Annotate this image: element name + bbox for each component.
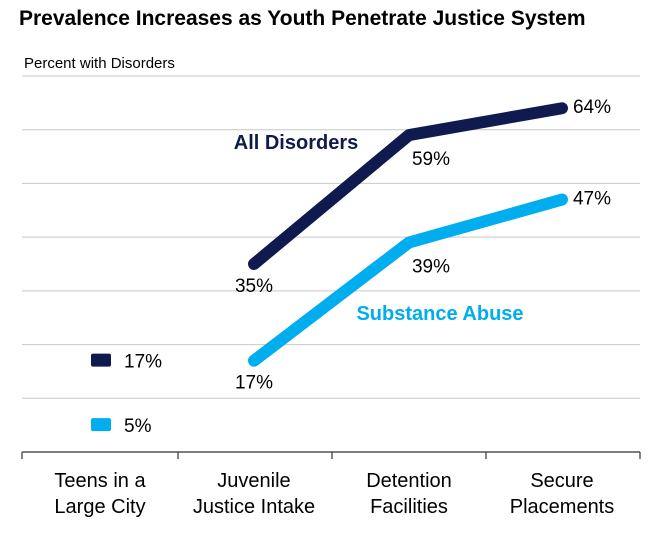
data-label: 39% <box>412 257 450 278</box>
series-name-label: All Disorders <box>234 132 358 154</box>
category-label: Juvenile Justice Intake <box>193 470 315 518</box>
x-axis <box>21 451 641 459</box>
gridlines <box>22 75 640 399</box>
series-line <box>248 193 568 367</box>
data-label: 47% <box>573 189 611 210</box>
category-labels: Teens in a Large City Juvenile Justice Inta… <box>54 470 614 518</box>
data-label: 35% <box>235 276 273 297</box>
series-line <box>248 102 568 270</box>
value-marker <box>91 353 111 367</box>
category-label: Detention Facilities <box>366 470 452 518</box>
series-0: 17% 35% 59% 64% All Disorders <box>91 97 611 373</box>
data-label: 17% <box>235 373 273 394</box>
series-layer: 17% 35% 59% 64% All Disorders 5% 17% 39% 47% Subs… <box>91 97 611 437</box>
category-label: Secure Placements <box>510 470 615 518</box>
category-label: Teens in a Large City <box>54 470 146 518</box>
data-label: 59% <box>412 149 450 170</box>
chart-title: Prevalence Increases as Youth Penetrate … <box>19 7 586 30</box>
data-label: 5% <box>124 416 152 437</box>
series-1: 5% 17% 39% 47% Substance Abuse <box>91 189 611 437</box>
y-axis-label: Percent with Disorders <box>24 55 175 72</box>
data-label: 17% <box>124 352 162 373</box>
series-name-label: Substance Abuse <box>356 303 523 325</box>
data-label: 64% <box>573 97 611 118</box>
value-marker <box>91 418 111 432</box>
